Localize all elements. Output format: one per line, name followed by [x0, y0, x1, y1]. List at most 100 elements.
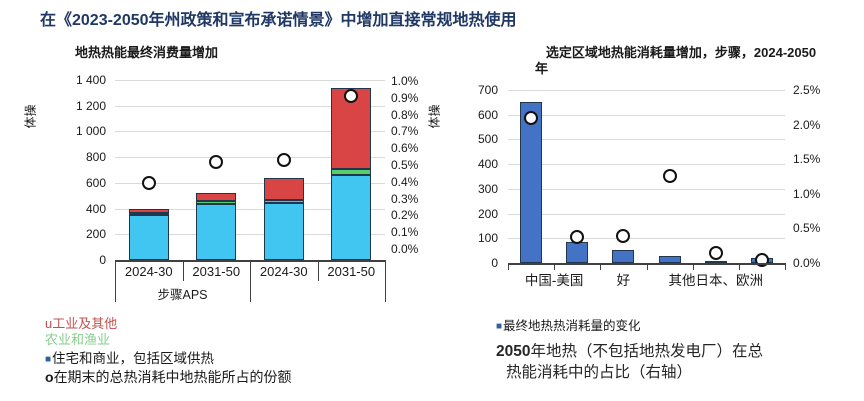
- share-marker: [662, 168, 677, 183]
- square-bullet-icon: ■: [45, 354, 52, 365]
- right-chart-right-tick-label: 0.0%: [793, 256, 821, 270]
- left-chart-y-tick-label: 1 000: [75, 124, 106, 139]
- legend-item-share-marker: o在期末的总热消耗中地热能所占的份额: [45, 369, 292, 385]
- share-marker: [276, 152, 291, 167]
- bar-final-consumption-change: [658, 256, 681, 263]
- gridline: [508, 114, 785, 116]
- axis-bracket-line: [250, 260, 251, 302]
- bar-segment-industry: [263, 178, 304, 201]
- gridline: [115, 208, 385, 210]
- right-chart-y-tick-label: 500: [477, 132, 498, 147]
- right-chart-legend: ■最终地热热消耗量的变化: [496, 319, 641, 333]
- gridline: [508, 164, 785, 166]
- bar-segment-agriculture: [128, 213, 169, 216]
- bar-segment-industry: [128, 209, 169, 214]
- left-chart-y-tick-label: 1 400: [75, 73, 106, 87]
- left-chart-right-tick-label: 0.5%: [391, 158, 419, 172]
- gridline: [115, 80, 385, 81]
- square-bullet-icon: u: [45, 316, 53, 331]
- gridline: [115, 182, 385, 184]
- right-chart-y-tick-label: 0: [491, 256, 498, 270]
- left-chart-x-tick-label: 2031-50: [192, 264, 241, 279]
- gridline: [115, 105, 385, 107]
- gridline: [115, 131, 385, 133]
- circle-bullet-icon: o: [45, 369, 54, 385]
- bar-segment-residential: [263, 202, 304, 260]
- right-chart-right-tick-label: 2.0%: [793, 117, 821, 132]
- square-bullet-icon: ■: [496, 321, 503, 332]
- right-chart-y-tick-label: 700: [477, 83, 498, 97]
- axis-tick: [554, 263, 556, 270]
- left-chart-y-tick-label: 400: [85, 201, 106, 216]
- left-chart-y-axis-label: 体操: [23, 104, 38, 129]
- right-chart-y-tick-label: 200: [477, 206, 498, 221]
- share-marker: [344, 89, 359, 104]
- gridline: [508, 90, 785, 91]
- axis-tick: [692, 263, 694, 270]
- right-chart-caption: 2050年地热（不包括地热发电厂）在总 热能消耗中的占比（右轴）: [496, 341, 763, 383]
- right-chart-title-line1: 选定区域地热能消耗量增加，步骤，2024-2050: [545, 45, 817, 60]
- bar-segment-residential: [128, 215, 169, 260]
- right-chart-y-tick-label: 100: [477, 231, 498, 246]
- left-chart-group-label: 步骤APS: [157, 288, 208, 302]
- share-marker: [616, 229, 631, 243]
- share-marker: [524, 110, 539, 125]
- legend-item-residential: ■住宅和商业，包括区域供热: [45, 351, 215, 366]
- bar-segment-residential: [331, 175, 372, 260]
- share-marker: [209, 154, 224, 169]
- axis-tick: [317, 260, 319, 281]
- axis-tick: [508, 263, 509, 270]
- left-chart-right-tick-label: 0.6%: [391, 141, 419, 156]
- gridline: [508, 213, 785, 215]
- bar-final-consumption-change: [612, 250, 635, 263]
- bar-segment-agriculture: [263, 200, 304, 203]
- caption-line1: 2050年地热（不包括地热发电厂）在总: [496, 343, 763, 360]
- gridline: [508, 238, 785, 240]
- share-marker: [570, 230, 585, 245]
- right-chart-right-tick-label: 1.5%: [793, 152, 821, 167]
- axis-tick: [646, 263, 648, 270]
- axis-tick: [600, 263, 602, 270]
- left-chart-y-tick-label: 600: [85, 175, 106, 190]
- right-chart-right-tick-label: 0.5%: [793, 221, 821, 236]
- gridline: [115, 234, 385, 236]
- right-chart-x-tick-label: 其他日本、欧洲: [668, 273, 764, 288]
- bar-segment-agriculture: [196, 200, 237, 205]
- bar-final-consumption-change: [566, 241, 589, 263]
- left-chart-y-tick-label: 200: [85, 227, 106, 242]
- right-chart-right-tick-label: 2.5%: [793, 83, 821, 97]
- right-chart-y-tick-label: 300: [477, 181, 498, 196]
- left-chart-right-tick-label: 0.1%: [391, 225, 419, 240]
- gridline: [508, 139, 785, 141]
- axis-bracket-line: [385, 260, 386, 302]
- axis-tick: [738, 263, 740, 270]
- left-chart-right-tick-label: 0.0%: [391, 242, 419, 256]
- left-chart-right-tick-label: 0.2%: [391, 208, 419, 223]
- axis-tick: [785, 263, 786, 270]
- bar-segment-agriculture: [331, 168, 372, 176]
- left-chart-right-tick-label: 0.3%: [391, 191, 419, 206]
- page-title: 在《2023-2050年州政策和宣布承诺情景》中增加直接常规地热使用: [40, 12, 517, 29]
- left-chart-right-tick-label: 0.9%: [391, 90, 419, 105]
- legend-item-agriculture: 农业和渔业: [45, 332, 111, 347]
- bar-segment-industry: [196, 192, 237, 201]
- share-marker: [141, 176, 156, 191]
- right-chart-x-tick-label: 中国-美国: [524, 273, 584, 288]
- share-marker: [708, 246, 723, 261]
- gridline: [115, 157, 385, 159]
- left-chart-title: 地热热能最终消费量增加: [75, 45, 219, 60]
- right-chart-x-tick-label: 好: [616, 273, 631, 288]
- left-chart-right-tick-label: 0.4%: [391, 174, 419, 189]
- bar-final-consumption-change: [520, 102, 543, 263]
- caption-line2: 热能消耗中的占比（右轴）: [506, 364, 693, 381]
- left-chart-x-tick-label: 2024-30: [259, 264, 308, 279]
- bar-segment-residential: [196, 204, 237, 260]
- left-chart-right-tick-label: 1.0%: [391, 74, 419, 88]
- left-chart-y-tick-label: 0: [99, 253, 106, 267]
- right-chart-y-tick-label: 400: [477, 157, 498, 172]
- axis-tick: [182, 260, 184, 281]
- left-chart-y-tick-label: 1 200: [75, 98, 106, 113]
- right-chart-y-tick-label: 600: [477, 107, 498, 122]
- right-chart-right-tick-label: 1.0%: [793, 186, 821, 201]
